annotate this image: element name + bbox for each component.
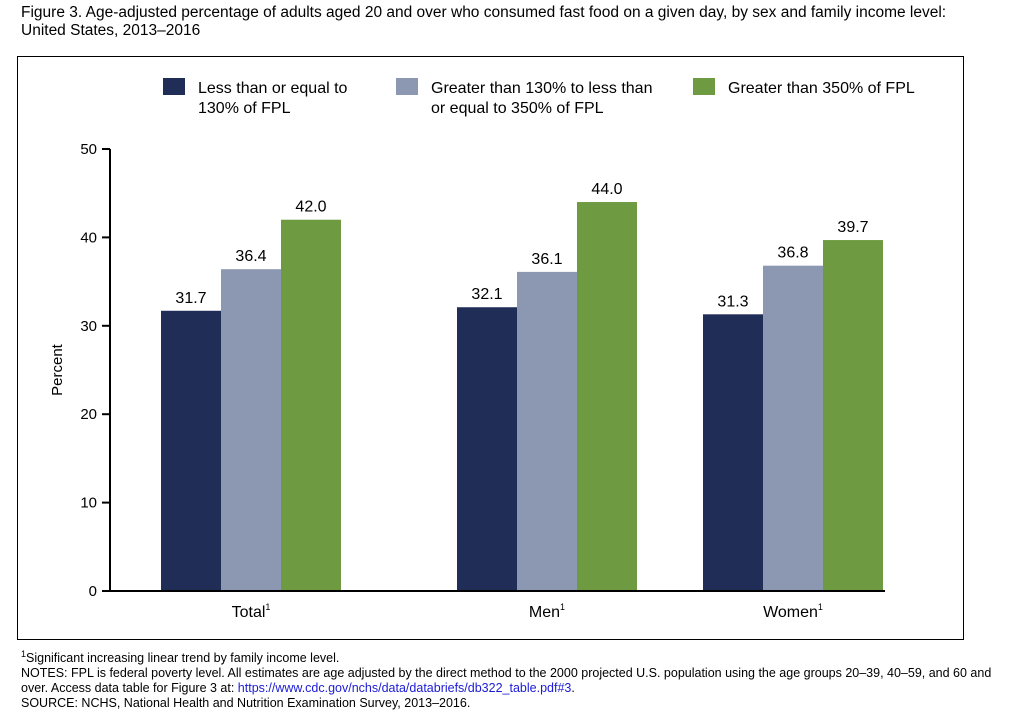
footnote-mark: 1 bbox=[21, 648, 27, 659]
bar bbox=[577, 202, 637, 592]
bar bbox=[161, 310, 221, 591]
notes-end: . bbox=[571, 681, 575, 695]
bar bbox=[457, 307, 517, 591]
y-tick-label: 0 bbox=[89, 583, 97, 600]
x-category-label: Women1 bbox=[763, 602, 823, 621]
legend-label: or equal to 350% of FPL bbox=[431, 100, 604, 117]
bar bbox=[517, 271, 577, 591]
x-category-name: Women bbox=[763, 604, 818, 621]
x-category-superscript: 1 bbox=[818, 602, 823, 612]
figure-title: Figure 3. Age-adjusted percentage of adu… bbox=[21, 4, 947, 39]
y-tick-label: 10 bbox=[80, 495, 97, 512]
bar bbox=[281, 219, 341, 591]
bar-value-label: 36.4 bbox=[235, 248, 266, 265]
bar-value-label: 39.7 bbox=[837, 219, 868, 236]
x-category-superscript: 1 bbox=[560, 602, 565, 612]
legend-swatch bbox=[163, 78, 185, 95]
chart-frame: Less than or equal to 130% of FPL Greater … bbox=[17, 56, 964, 640]
legend-label: Greater than 130% to less than bbox=[431, 80, 652, 97]
x-category-superscript: 1 bbox=[265, 602, 270, 612]
bar-value-label: 44.0 bbox=[591, 181, 622, 198]
legend-label: Less than or equal to bbox=[198, 80, 348, 97]
legend-label: Greater than 350% of FPL bbox=[728, 80, 915, 97]
y-tick-label: 40 bbox=[80, 229, 97, 246]
legend-swatch bbox=[396, 78, 418, 95]
legend-swatch bbox=[693, 78, 715, 95]
bar-value-label: 42.0 bbox=[295, 199, 326, 216]
bar-value-label: 31.3 bbox=[717, 293, 748, 310]
x-category-label: Men1 bbox=[529, 602, 565, 621]
bar-value-label: 31.7 bbox=[175, 290, 206, 307]
bar-value-label: 36.1 bbox=[531, 251, 562, 268]
bar-value-label: 36.8 bbox=[777, 245, 808, 262]
notes-paragraph: NOTES: FPL is federal poverty level. All… bbox=[21, 666, 1011, 696]
bar-chart: Less than or equal to 130% of FPL Greater … bbox=[49, 78, 915, 621]
bar bbox=[763, 265, 823, 591]
figure-notes: 1Significant increasing linear trend by … bbox=[21, 648, 1011, 711]
footnote-text: Significant increasing linear trend by f… bbox=[26, 651, 340, 665]
notes-text: NOTES: FPL is federal poverty level. All… bbox=[21, 666, 992, 695]
x-category-label: Total1 bbox=[232, 602, 271, 621]
data-table-link[interactable]: https://www.cdc.gov/nchs/data/databriefs… bbox=[237, 681, 572, 695]
x-category-name: Men bbox=[529, 604, 560, 621]
y-tick-label: 50 bbox=[80, 141, 97, 158]
source-line: SOURCE: NCHS, National Health and Nutrit… bbox=[21, 696, 471, 710]
bar bbox=[703, 314, 763, 591]
bar bbox=[221, 269, 281, 591]
y-tick-label: 20 bbox=[80, 406, 97, 423]
legend-label: 130% of FPL bbox=[198, 100, 291, 117]
y-tick-label: 30 bbox=[80, 318, 97, 335]
y-axis-title: Percent bbox=[49, 343, 66, 396]
bar-value-label: 32.1 bbox=[471, 286, 502, 303]
x-category-name: Total bbox=[232, 604, 266, 621]
footnote-line: 1Significant increasing linear trend by … bbox=[21, 648, 1011, 666]
bar bbox=[823, 240, 883, 591]
